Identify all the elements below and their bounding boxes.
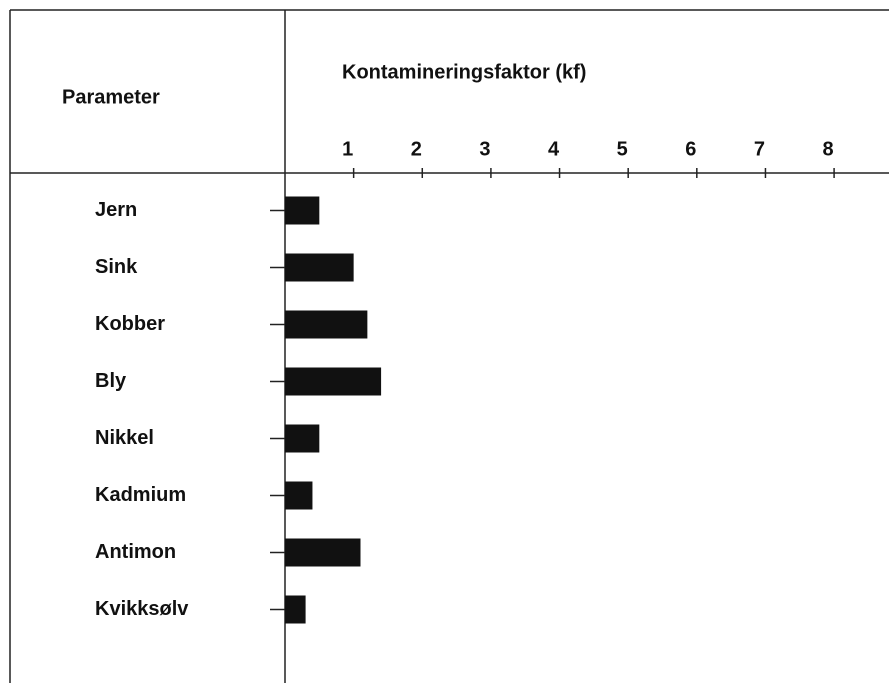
bar: [285, 424, 320, 453]
x-tick-label: 2: [411, 138, 422, 160]
column-header: Parameter: [62, 86, 160, 108]
x-tick-label: 3: [479, 138, 490, 160]
bar: [285, 196, 320, 225]
y-tick-label: Kadmium: [95, 484, 186, 506]
y-tick-label: Sink: [95, 256, 138, 278]
x-tick-label: 1: [342, 138, 353, 160]
bar: [285, 481, 313, 510]
y-tick-label: Kvikksølv: [95, 598, 189, 620]
y-tick-label: Kobber: [95, 313, 165, 335]
x-tick-label: 4: [548, 138, 560, 160]
bar: [285, 367, 382, 396]
bar: [285, 595, 306, 624]
chart-title: Kontamineringsfaktor (kf): [342, 61, 586, 83]
x-tick-label: 5: [617, 138, 628, 160]
bar: [285, 538, 361, 567]
bar: [285, 253, 354, 282]
x-tick-label: 7: [754, 138, 765, 160]
y-tick-label: Antimon: [95, 541, 176, 563]
y-tick-label: Jern: [95, 199, 137, 221]
bar: [285, 310, 368, 339]
y-tick-label: Bly: [95, 370, 127, 392]
y-tick-label: Nikkel: [95, 427, 154, 449]
x-tick-label: 8: [823, 138, 834, 160]
x-tick-label: 6: [685, 138, 696, 160]
